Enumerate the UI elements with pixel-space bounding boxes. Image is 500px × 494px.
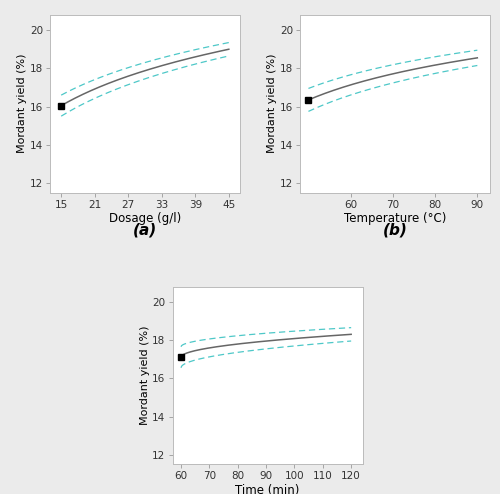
Text: (b): (b)	[382, 222, 407, 237]
X-axis label: Temperature (°C): Temperature (°C)	[344, 212, 446, 225]
Y-axis label: Mordant yield (%): Mordant yield (%)	[267, 54, 277, 154]
X-axis label: Dosage (g/l): Dosage (g/l)	[109, 212, 181, 225]
Text: (a): (a)	[133, 222, 157, 237]
X-axis label: Time (min): Time (min)	[236, 484, 300, 494]
Y-axis label: Mordant yield (%): Mordant yield (%)	[140, 326, 149, 425]
Y-axis label: Mordant yield (%): Mordant yield (%)	[17, 54, 27, 154]
